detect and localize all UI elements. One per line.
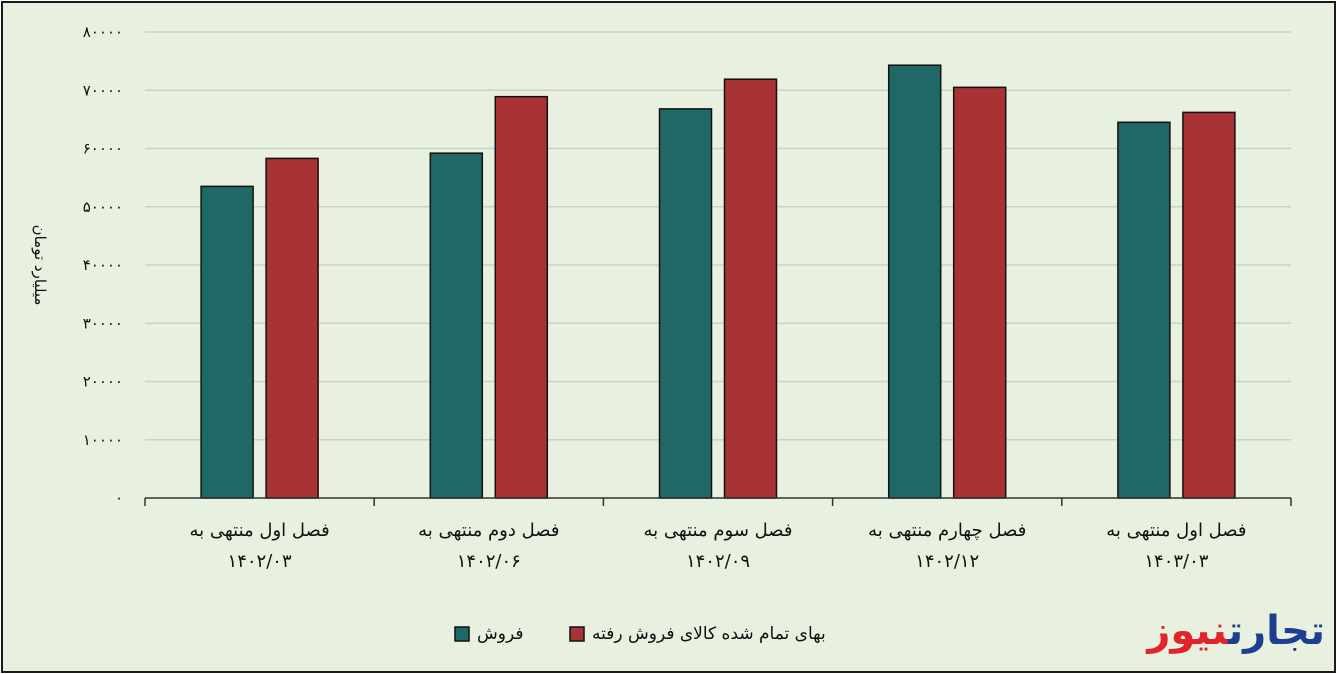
y-axis-title: میلیارد تومان <box>31 225 49 306</box>
x-category-label: ۱۴۰۲/۰۳ <box>228 551 292 572</box>
x-category-label: ۱۴۰۳/۰۳ <box>1144 551 1208 572</box>
x-category-label: ۱۴۰۲/۰۹ <box>686 551 750 572</box>
x-category-label: فصل اول منتهی به <box>1106 520 1246 541</box>
x-category-label: ۱۴۰۲/۱۲ <box>915 551 979 572</box>
bar <box>658 108 713 499</box>
y-tick-label: ۷۰۰۰۰ <box>83 81 123 99</box>
logo-text-part2: نیوز <box>1147 608 1229 654</box>
logo-text-part1: تجارت <box>1228 608 1325 654</box>
bar <box>1117 121 1171 499</box>
bar <box>200 185 254 499</box>
legend-label-cogs: بهای تمام شده کالای فروش رفته <box>592 624 826 644</box>
bar <box>952 86 1007 499</box>
y-tick-label: ۱۰۰۰۰ <box>83 431 123 449</box>
x-category-label: فصل چهارم منتهی به <box>868 520 1026 541</box>
y-tick-label: ۰ <box>115 489 123 507</box>
bar <box>723 78 778 499</box>
legend-swatch-sales <box>454 626 470 642</box>
brand-logo: تجارتنیوز <box>1135 603 1325 659</box>
bar <box>1182 111 1236 499</box>
bar-chart: ۰ ۱۰۰۰۰ ۲۰۰۰۰ ۳۰۰۰۰ ۴۰۰۰۰ ۵۰۰۰۰ ۶۰۰۰۰ ۷۰۰۰۰ ۸۰۰۰… <box>31 23 1292 644</box>
y-tick-label: ۲۰۰۰۰ <box>83 373 123 391</box>
legend-swatch-cogs <box>569 626 585 642</box>
bar <box>887 64 942 499</box>
bar <box>265 157 319 499</box>
y-tick-label: ۸۰۰۰۰ <box>83 23 123 41</box>
legend-label-sales: فروش <box>477 624 523 644</box>
x-category-label: فصل اول منتهی به <box>189 520 329 541</box>
bar <box>494 95 549 499</box>
x-category-label: فصل دوم منتهی به <box>418 520 559 541</box>
y-tick-label: ۳۰۰۰۰ <box>83 314 123 332</box>
x-category-label: فصل سوم منتهی به <box>643 520 792 541</box>
y-tick-label: ۵۰۰۰۰ <box>83 198 123 216</box>
x-category-label: ۱۴۰۲/۰۶ <box>457 551 521 572</box>
y-tick-label: ۶۰۰۰۰ <box>83 140 123 158</box>
bar <box>429 152 484 499</box>
y-tick-label: ۴۰۰۰۰ <box>83 256 123 274</box>
